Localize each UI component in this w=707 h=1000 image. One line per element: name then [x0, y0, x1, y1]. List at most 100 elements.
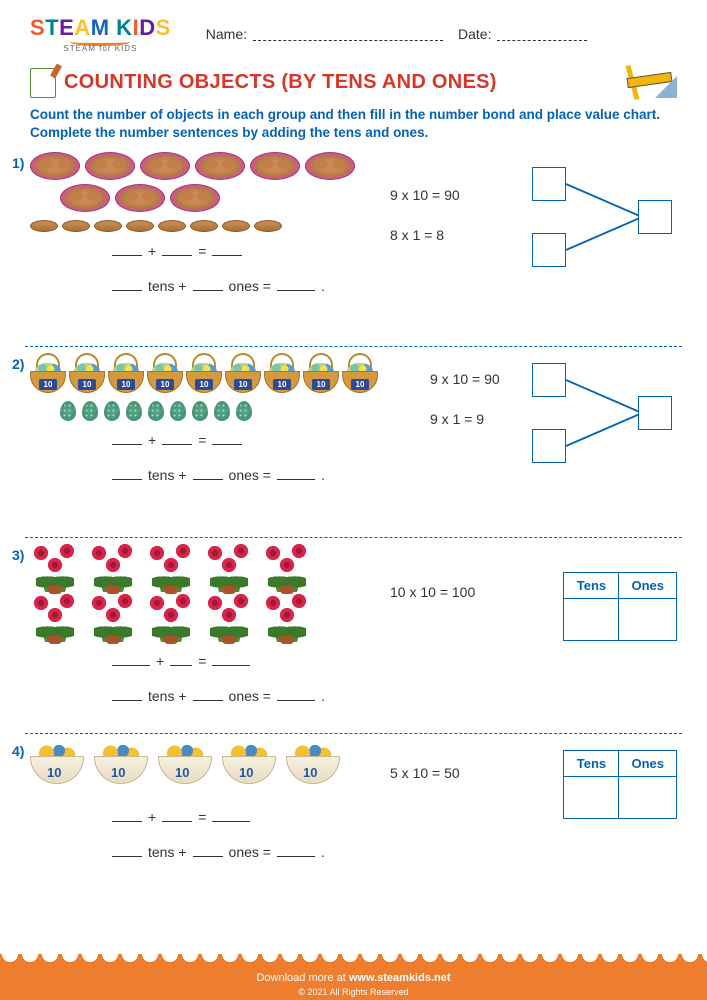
- cookie-singles-row: [30, 220, 310, 232]
- cookie-plate-icon: [115, 184, 165, 212]
- blank-input[interactable]: [112, 843, 142, 857]
- cookie-icon: [94, 220, 122, 232]
- blank-input[interactable]: [162, 431, 192, 445]
- pv-ones-cell[interactable]: [619, 777, 677, 819]
- candy-bowl-icon: 10: [222, 740, 276, 788]
- blank-input[interactable]: [112, 652, 150, 666]
- problem-number: 3): [12, 547, 24, 563]
- egg-icon: [170, 401, 186, 421]
- notepad-icon: [30, 68, 56, 98]
- blank-input[interactable]: [277, 687, 315, 701]
- eq-tens: 5 x 10 = 50: [390, 765, 460, 781]
- cookie-icon: [62, 220, 90, 232]
- title-bar: COUNTING OBJECTS (BY TENS AND ONES): [30, 65, 677, 100]
- worksheet-page: STEAM KIDS STEAM for KIDS Name: Date: CO…: [0, 0, 707, 1000]
- blank-input[interactable]: [212, 242, 242, 256]
- cookie-plate-icon: [60, 184, 110, 212]
- bond-box-top[interactable]: [532, 363, 566, 397]
- cookie-icon: [158, 220, 186, 232]
- cookie-icon: [190, 220, 218, 232]
- blank-input[interactable]: [112, 242, 142, 256]
- problem-number: 2): [12, 356, 24, 372]
- pv-ones-header: Ones: [619, 751, 677, 777]
- footer-copyright: © 2021 All Rights Reserved: [0, 987, 707, 997]
- blank-input[interactable]: [212, 431, 242, 445]
- blank-input[interactable]: [212, 808, 250, 822]
- flower-icon: [146, 594, 196, 642]
- blank-input[interactable]: [112, 431, 142, 445]
- blank-input[interactable]: [112, 687, 142, 701]
- basket-icon: 10: [186, 353, 222, 393]
- blank-input[interactable]: [277, 277, 315, 291]
- egg-icon: [104, 401, 120, 421]
- basket-icon: 10: [342, 353, 378, 393]
- blank-input[interactable]: [170, 652, 192, 666]
- eggs-row: [60, 401, 360, 421]
- candy-bowl-icon: 10: [286, 740, 340, 788]
- cookie-plates-row: [30, 152, 370, 180]
- name-field: Name:: [206, 26, 443, 42]
- tens-ones-sentence: tens +ones =.: [110, 277, 677, 294]
- blank-input[interactable]: [112, 277, 142, 291]
- egg-icon: [214, 401, 230, 421]
- basket-icon: 10: [108, 353, 144, 393]
- cookie-plate-icon: [30, 152, 80, 180]
- flower-icon: [204, 594, 254, 642]
- blank-input[interactable]: [193, 687, 223, 701]
- cookie-plate-icon: [170, 184, 220, 212]
- bond-box-top[interactable]: [532, 167, 566, 201]
- flower-icon: [30, 594, 80, 642]
- problem-1: 1) 9 x 10 = 90 8 x 1 = 8 += tens +ones =…: [30, 152, 677, 342]
- pv-tens-cell[interactable]: [564, 599, 619, 641]
- page-title: COUNTING OBJECTS (BY TENS AND ONES): [64, 71, 497, 94]
- eq-tens: 9 x 10 = 90: [390, 187, 460, 203]
- candy-bowl-icon: 10: [30, 740, 84, 788]
- bond-box-bottom[interactable]: [532, 429, 566, 463]
- pv-ones-header: Ones: [619, 573, 677, 599]
- blank-input[interactable]: [277, 466, 315, 480]
- bond-box-whole[interactable]: [638, 396, 672, 430]
- flowers-row-2: [30, 594, 350, 642]
- blank-input[interactable]: [112, 808, 142, 822]
- cookie-icon: [254, 220, 282, 232]
- basket-icon: 10: [69, 353, 105, 393]
- pv-ones-cell[interactable]: [619, 599, 677, 641]
- flower-icon: [146, 544, 196, 592]
- cookie-plate-icon: [85, 152, 135, 180]
- basket-icon: 10: [147, 353, 183, 393]
- bond-box-bottom[interactable]: [532, 233, 566, 267]
- tens-ones-sentence: tens +ones =.: [110, 466, 677, 483]
- bond-box-whole[interactable]: [638, 200, 672, 234]
- candy-bowl-icon: 10: [158, 740, 212, 788]
- place-value-table: TensOnes: [563, 572, 677, 641]
- basket-icon: 10: [264, 353, 300, 393]
- flower-icon: [204, 544, 254, 592]
- basket-icon: 10: [225, 353, 261, 393]
- problem-number: 4): [12, 743, 24, 759]
- problem-2: 2) 10 10 10 10 10 10 10 10 10 9 x 10 = 9…: [30, 353, 677, 533]
- tens-ones-sentence: tens +ones =.: [110, 687, 677, 704]
- instructions: Count the number of objects in each grou…: [30, 106, 677, 142]
- blank-input[interactable]: [193, 466, 223, 480]
- flower-icon: [262, 594, 312, 642]
- basket-icon: 10: [30, 353, 66, 393]
- blank-input[interactable]: [112, 466, 142, 480]
- problem-3: 3) 10 x 10 = 100 TensOnes += tens +ones …: [30, 544, 677, 729]
- problem-number: 1): [12, 155, 24, 171]
- eq-tens: 10 x 10 = 100: [390, 584, 475, 600]
- date-input-line[interactable]: [497, 27, 587, 41]
- egg-icon: [60, 401, 76, 421]
- blank-input[interactable]: [193, 843, 223, 857]
- cookie-icon: [222, 220, 250, 232]
- pv-tens-cell[interactable]: [564, 777, 619, 819]
- blank-input[interactable]: [212, 652, 250, 666]
- blank-input[interactable]: [277, 843, 315, 857]
- egg-icon: [236, 401, 252, 421]
- blank-input[interactable]: [162, 808, 192, 822]
- blank-input[interactable]: [193, 277, 223, 291]
- name-input-line[interactable]: [253, 27, 443, 41]
- number-bond: [532, 162, 682, 272]
- egg-icon: [192, 401, 208, 421]
- cookie-icon: [126, 220, 154, 232]
- blank-input[interactable]: [162, 242, 192, 256]
